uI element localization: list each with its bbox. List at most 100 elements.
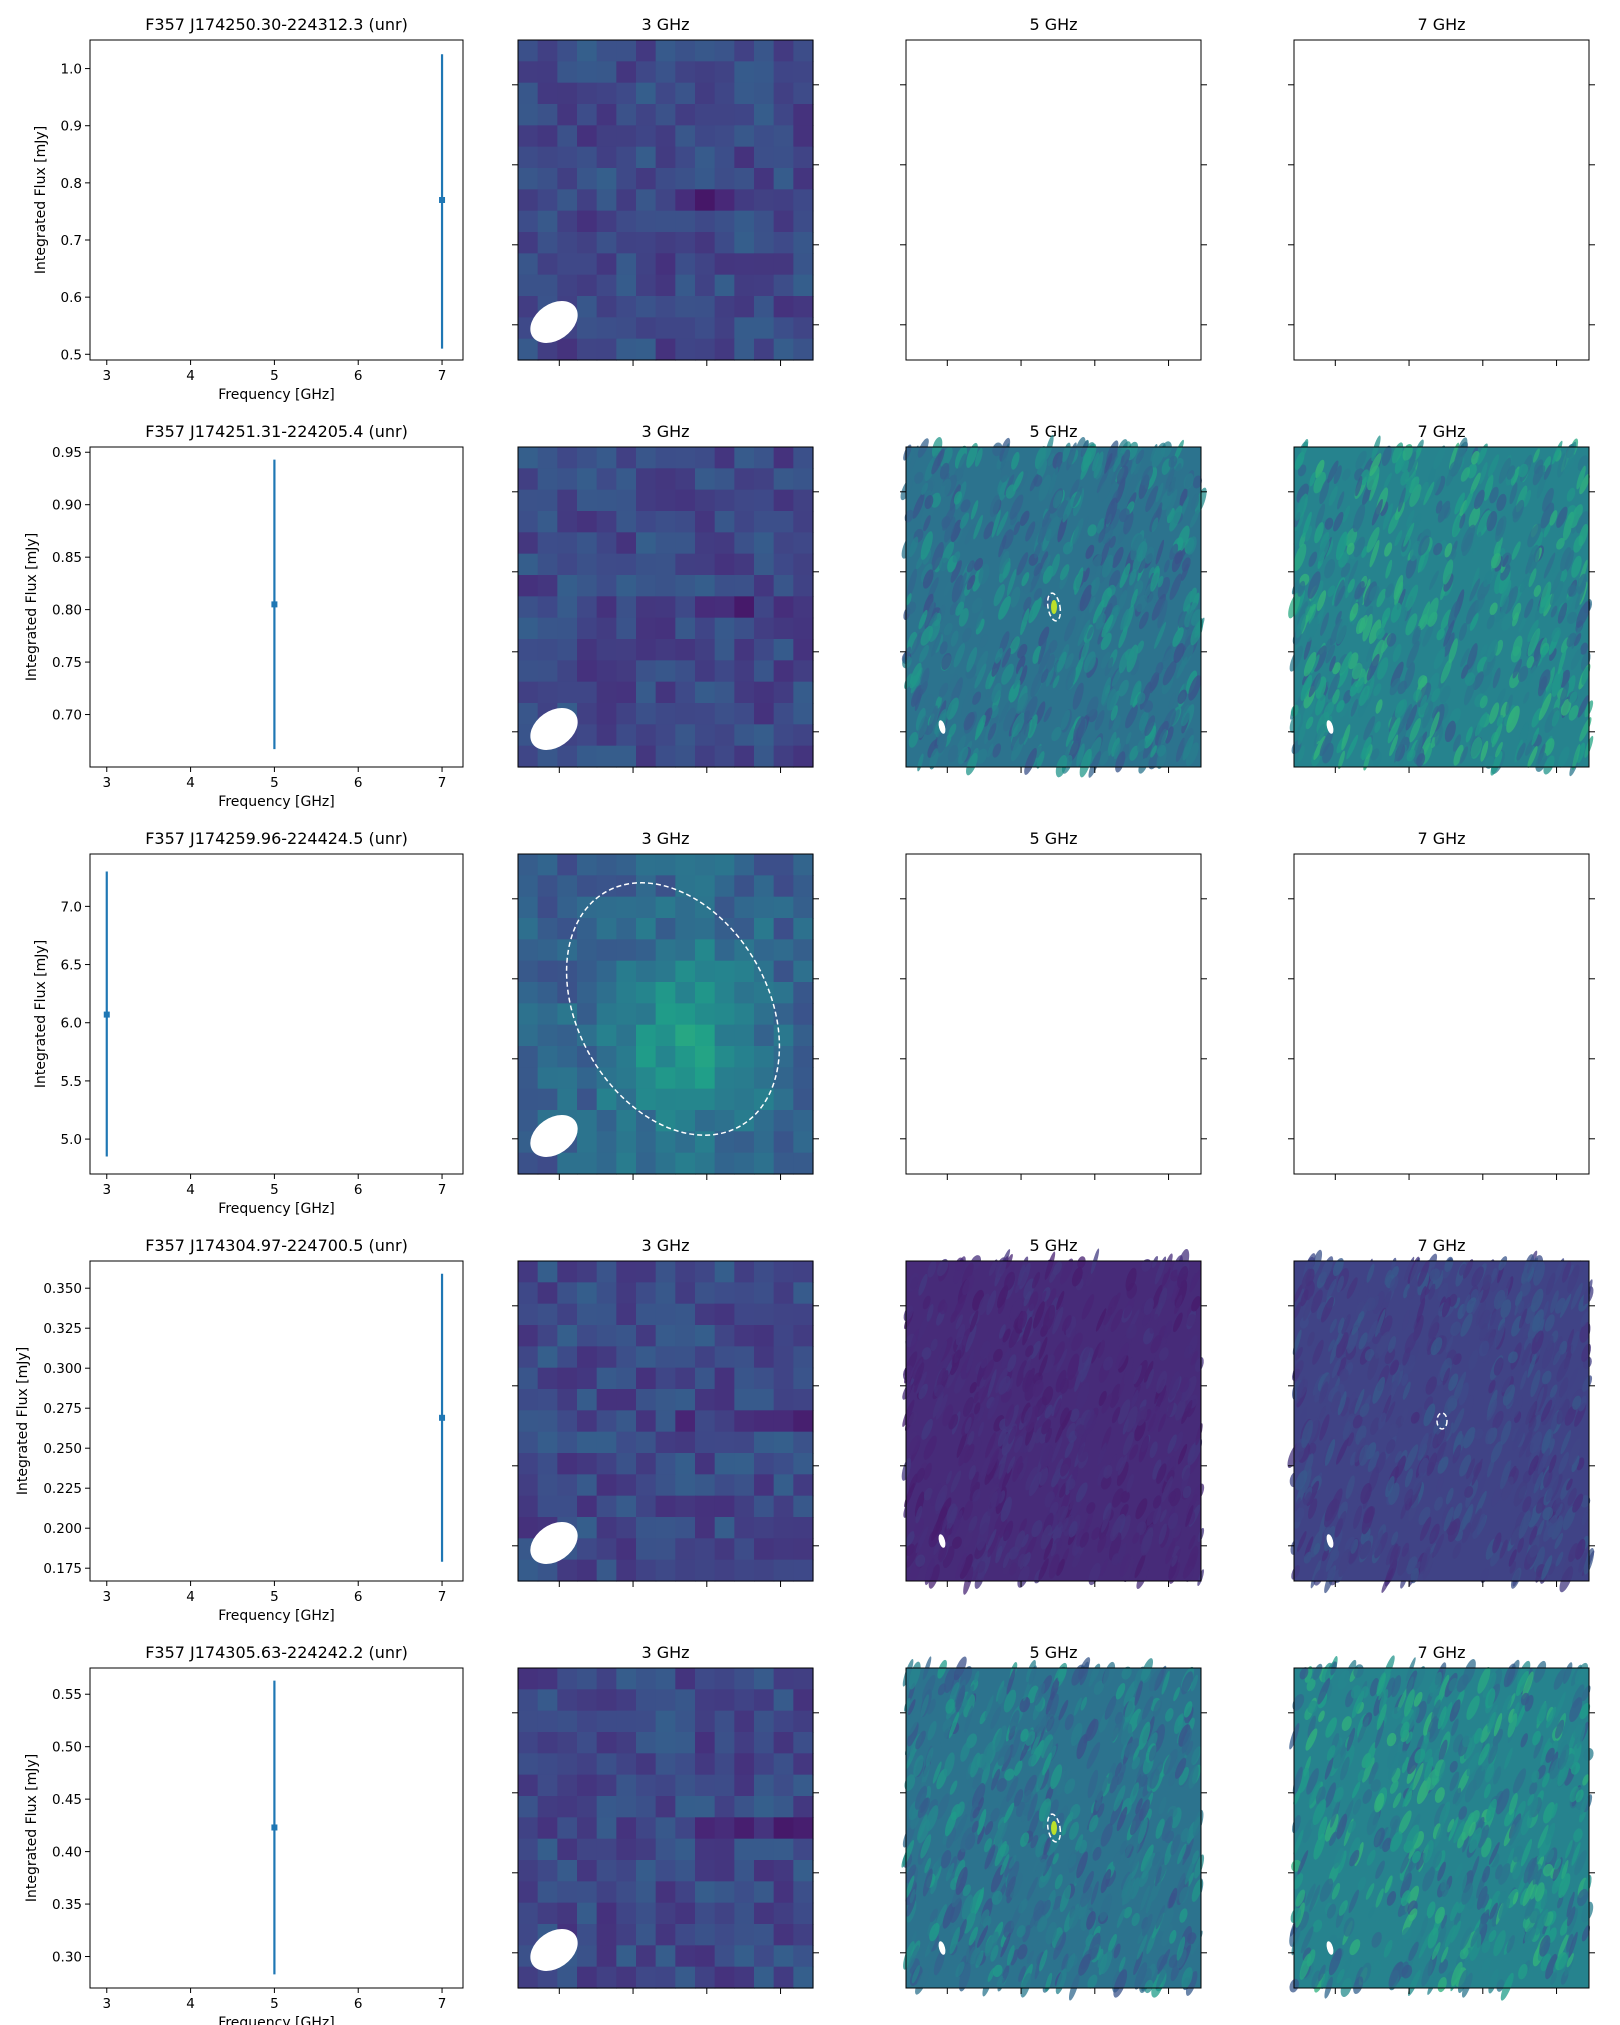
image-speckle [1155,1963,1168,1990]
image-pixel [734,61,755,84]
image-speckle [1142,1913,1153,1937]
image-pixel [754,1110,775,1132]
image-speckle [1191,1296,1201,1312]
image-speckle [1299,1316,1309,1329]
flux-panel-4: 3 4 5 6 70.1750.2000.2250.2500.2750.3000.325… [15,1236,464,1624]
image-speckle [1496,714,1504,727]
image-speckle [943,1752,955,1777]
image-speckle [1048,466,1059,496]
image-speckle [1533,1261,1545,1286]
image-speckle [1006,568,1017,597]
image-speckle [1385,1401,1396,1423]
image-pixel [754,168,775,190]
panel-title: 3 GHz [641,15,689,34]
image-speckle [1054,1874,1063,1890]
image-speckle [1388,1962,1401,1987]
image-pixel [616,1088,637,1111]
image-speckle [1386,633,1397,647]
image-speckle [1422,700,1434,729]
image-speckle [1145,485,1159,513]
image-pixel [518,1003,539,1026]
image-speckle [1412,1762,1424,1791]
image-speckle [1483,1783,1491,1799]
image-speckle [1016,552,1029,576]
image-speckle [1140,1885,1150,1911]
image-speckle [1319,1414,1330,1441]
image-speckle [1329,1318,1337,1334]
image-speckle [1122,1885,1134,1905]
image-pixel [793,489,814,512]
image-pixel [754,1559,775,1582]
image-speckle [1164,1253,1173,1274]
image-pixel [754,1517,775,1539]
image-pixel [596,274,617,297]
image-speckle [1017,1553,1026,1568]
image-speckle [1078,1953,1091,1976]
image-speckle [1328,1339,1335,1352]
image-pixel [518,1431,539,1454]
image-speckle [931,448,945,475]
image-speckle [927,1698,936,1715]
image-speckle [1437,1282,1449,1302]
image-pixel [714,317,735,340]
image-pixel [793,1474,814,1497]
image-speckle [926,1303,934,1322]
image-speckle [1580,642,1589,655]
image-speckle [1397,1547,1410,1576]
image-pixel [773,1774,794,1797]
image-pixel [734,1152,755,1175]
image-speckle [1062,442,1071,463]
image-speckle [1542,1772,1550,1788]
image-speckle [977,1808,987,1836]
image-pixel [557,1024,578,1047]
image-speckle [1468,506,1481,528]
image-pixel [596,1088,617,1111]
image-speckle [1167,1512,1179,1530]
image-pixel [596,660,617,683]
image-speckle [1518,1308,1528,1329]
image-panel-p7-3: 7 GHz [1288,829,1595,1180]
image-speckle [1366,465,1380,491]
image-pixel [793,1881,814,1904]
image-pixel [596,939,617,962]
image-pixel [773,168,794,190]
image-speckle [1355,450,1367,470]
image-pixel [636,511,657,533]
image-pixel [577,1367,598,1390]
image-speckle [1418,1432,1429,1457]
image-speckle [1000,1932,1011,1958]
image-speckle [1485,1920,1493,1933]
image-speckle [1038,1865,1052,1889]
image-speckle [1459,513,1466,529]
image-speckle [1139,1968,1152,1993]
image-speckle [1427,1927,1439,1949]
image-speckle [1453,1378,1464,1404]
image-speckle [1076,743,1085,767]
image-speckle [1558,1451,1570,1475]
image-pixel [695,1024,716,1047]
image-pixel [695,1067,716,1090]
image-pixel [734,1881,755,1904]
image-pixel [734,168,755,190]
image-speckle [1385,1439,1396,1454]
image-pixel [695,1517,716,1539]
image-pixel [675,1559,696,1582]
image-pixel [557,939,578,962]
image-speckle [983,1359,995,1380]
image-speckle [1077,1446,1089,1463]
image-speckle [1148,1669,1162,1692]
image-speckle [1420,1286,1427,1303]
image-speckle [1099,750,1109,766]
image-pixel [655,1902,676,1925]
image-pixel [577,1559,598,1582]
image-speckle [1038,1336,1048,1360]
image-panel-p3-5: 3 GHz [512,1643,819,1994]
image-speckle [1013,666,1023,690]
image-speckle [1355,617,1366,635]
image-speckle [1137,1817,1148,1844]
image-speckle [972,1806,980,1819]
image-speckle [1397,680,1408,695]
image-speckle [1310,580,1324,607]
image-pixel [675,896,696,919]
image-pixel [557,1732,578,1754]
